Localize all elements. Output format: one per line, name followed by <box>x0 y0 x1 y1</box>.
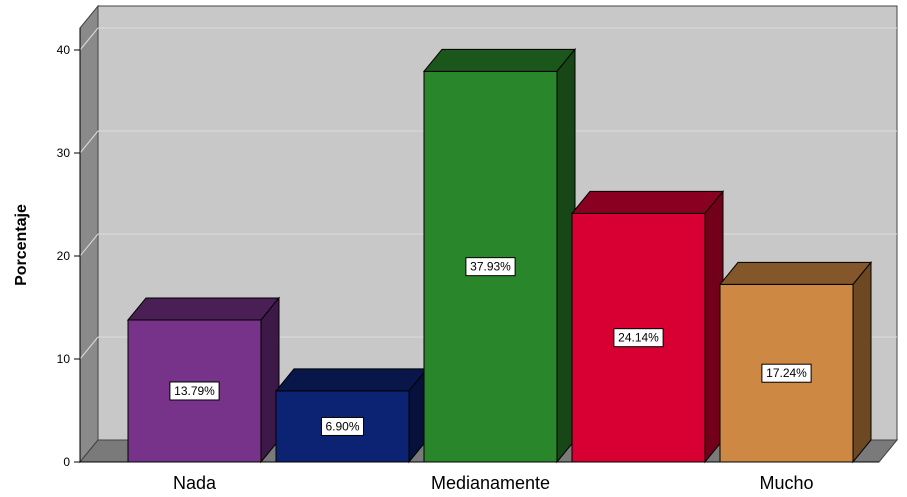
bar-side <box>852 261 872 464</box>
data-label: 6.90% <box>325 419 359 433</box>
y-tick-label: 10 <box>57 352 71 366</box>
x-tick-label: Nada <box>173 473 217 493</box>
gridline-side <box>79 27 99 51</box>
gridline-side <box>79 336 99 360</box>
x-tick-label: Medianamente <box>431 473 550 493</box>
bar: 6.90% <box>274 367 429 464</box>
data-label-box <box>761 363 812 383</box>
data-label-box <box>613 328 664 348</box>
bar: 37.93% <box>422 47 577 464</box>
data-label-box <box>169 381 220 401</box>
bar-top <box>570 190 725 214</box>
data-label-box <box>321 416 364 436</box>
gridline-side <box>79 130 99 154</box>
side-wall <box>79 4 99 464</box>
x-axis: Nada Medianamente Mucho <box>80 461 879 493</box>
y-tick-label: 0 <box>63 455 70 469</box>
data-label: 37.93% <box>470 260 511 274</box>
y-tick-label: 30 <box>57 146 71 160</box>
y-axis-label: Porcentaje <box>13 204 30 286</box>
bars: 13.79% 6.90% 37.93% 24.14% 17.24% <box>126 47 873 464</box>
bar-top <box>718 261 873 285</box>
bar-top <box>126 297 281 321</box>
data-label: 24.14% <box>618 331 659 345</box>
bar-top <box>274 368 429 392</box>
y-tick-label: 20 <box>57 249 71 263</box>
data-label: 17.24% <box>766 366 807 380</box>
bar-top <box>422 48 577 72</box>
data-label-box <box>465 257 516 277</box>
data-label: 13.79% <box>174 384 215 398</box>
y-axis: 0 10 20 30 40 <box>57 28 81 469</box>
y-tick-label: 40 <box>57 43 71 57</box>
x-tick-label: Mucho <box>759 473 813 493</box>
bar: 24.14% <box>570 189 725 464</box>
gridline-side <box>79 233 99 257</box>
bar: 17.24% <box>718 261 873 464</box>
bar: 13.79% <box>126 296 281 464</box>
